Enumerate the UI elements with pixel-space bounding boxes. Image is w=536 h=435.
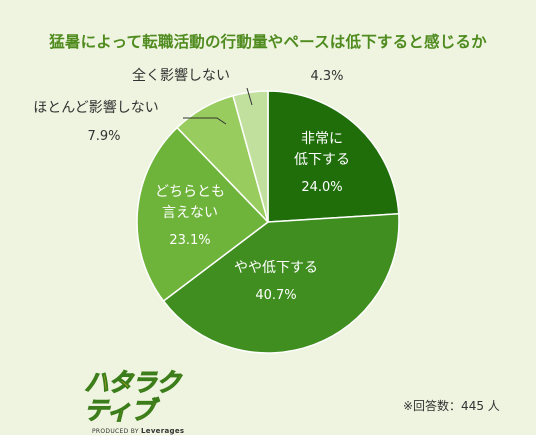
slice-value-2: 23.1%: [169, 233, 210, 248]
slice-value-0: 24.0%: [301, 180, 342, 195]
leader-line-4: [246, 87, 253, 106]
slice-label-1-line-0: やや低下する: [234, 260, 318, 276]
pie-slices: [136, 90, 400, 354]
pie-slice-0: [267, 90, 400, 223]
respondent-count: ※回答数：445 人: [403, 399, 500, 413]
leader-line-3: [183, 117, 227, 125]
pie-slice-1: [162, 212, 400, 354]
slice-label-4: 全く影響しない: [132, 67, 230, 84]
leader-lines: [183, 87, 253, 125]
slice-label-2-line-1: 言えない: [162, 205, 218, 221]
slice-value-4: 4.3%: [310, 69, 343, 84]
logo-text: ハタラクティブ: [84, 368, 182, 425]
chart-title: 猛暑によって転職活動の行動量やペースは低下すると感じるか: [49, 33, 487, 51]
slice-value-3: 7.9%: [87, 129, 120, 144]
slice-value-1: 40.7%: [255, 288, 296, 303]
slice-label-2-line-0: どちらとも: [155, 184, 225, 200]
pie-slice-4: [232, 90, 269, 223]
slice-label-0-line-0: 非常に: [301, 131, 343, 147]
logo-sub-brand: Leverages: [141, 427, 185, 435]
logo-subtext: PRODUCED BY Leverages: [84, 427, 204, 435]
logo-sub-prefix: PRODUCED BY: [92, 428, 139, 435]
slice-label-3: ほとんど影響しない: [33, 99, 159, 116]
slice-label-0-line-1: 低下する: [294, 152, 350, 168]
hataractive-logo: ハタラクティブ PRODUCED BY Leverages: [84, 368, 204, 435]
pie-slice-2: [136, 126, 270, 303]
